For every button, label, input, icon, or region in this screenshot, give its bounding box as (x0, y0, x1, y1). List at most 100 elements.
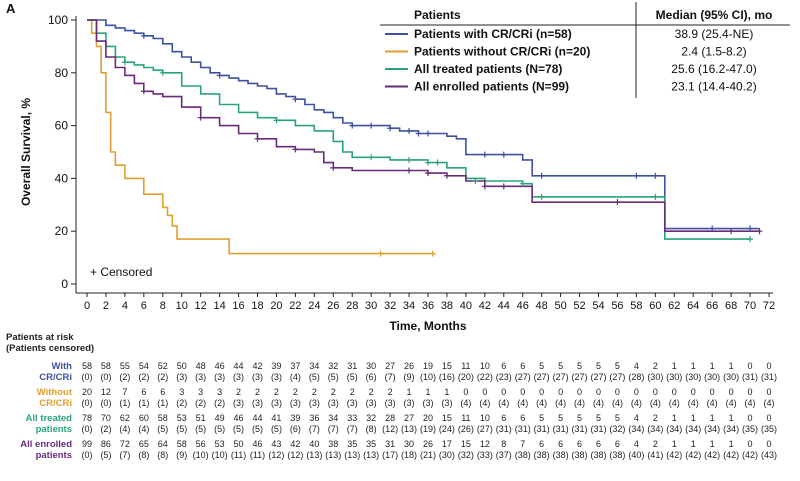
x-tick-label: 34 (403, 300, 415, 312)
censor-mark (292, 96, 299, 103)
censor-mark (519, 180, 526, 187)
x-tick-label: 8 (160, 300, 166, 312)
x-tick-label: 64 (687, 300, 699, 312)
x-tick-label: 54 (592, 300, 604, 312)
censor-mark (415, 130, 422, 137)
x-tick-label: 52 (573, 300, 585, 312)
x-tick-label: 16 (232, 300, 244, 312)
censor-mark (254, 135, 261, 142)
x-tick-label: 12 (195, 300, 207, 312)
x-tick-label: 30 (365, 300, 377, 312)
censor-mark (368, 122, 375, 129)
x-tick-label: 20 (270, 300, 282, 312)
censor-mark (368, 154, 375, 161)
censor-mark (747, 236, 754, 243)
censor-mark (273, 117, 280, 124)
y-tick-label: 40 (55, 171, 69, 185)
legend-header-patients: Patients (414, 8, 461, 22)
x-tick-label: 40 (460, 300, 472, 312)
series-line-3 (87, 19, 751, 240)
censor-mark (500, 183, 507, 190)
x-tick-label: 32 (384, 300, 396, 312)
censor-mark (728, 228, 735, 235)
censor-mark (472, 178, 479, 185)
x-tick-label: 48 (536, 300, 548, 312)
censor-mark (614, 199, 621, 206)
censor-mark (425, 130, 431, 137)
x-tick-label: 66 (706, 300, 718, 312)
y-tick-label: 60 (55, 119, 69, 133)
legend-header-median: Median (95% CI), mo (656, 8, 773, 22)
y-axis-label: Overall Survival, % (19, 98, 33, 206)
x-tick-label: 0 (84, 300, 90, 312)
censor-mark (538, 193, 545, 200)
x-tick-label: 42 (479, 300, 491, 312)
y-tick-label: 20 (55, 224, 69, 238)
x-tick-label: 56 (611, 300, 623, 312)
censor-mark (481, 151, 488, 158)
censor-mark (425, 170, 431, 177)
censor-mark (330, 164, 337, 171)
series-line-2 (87, 19, 433, 255)
censor-mark (377, 250, 384, 257)
x-tick-label: 28 (346, 300, 358, 312)
censor-mark (538, 172, 545, 179)
x-tick-label: 6 (141, 300, 147, 312)
censor-mark (652, 172, 659, 179)
x-tick-label: 72 (763, 300, 775, 312)
x-axis-label: Time, Months (389, 319, 466, 333)
censor-mark (652, 193, 659, 200)
censor-mark (406, 156, 413, 163)
censor-mark (216, 72, 223, 79)
x-tick-label: 38 (441, 300, 453, 312)
censor-mark (140, 32, 147, 39)
legend-rows: Patients with CR/CRi (n=58) 38.9 (25.4-NE… (385, 27, 757, 94)
x-tick-label: 50 (554, 300, 566, 312)
censor-mark (387, 125, 394, 132)
censor-mark (481, 183, 488, 190)
censor-mark (633, 172, 640, 179)
legend-series-name: All enrolled patients (N=99) (414, 80, 569, 94)
censor-mark (197, 114, 204, 121)
series-line-1 (87, 19, 760, 230)
censor-mark (443, 172, 450, 179)
x-tick-label: 68 (725, 300, 737, 312)
x-tick-label: 26 (327, 300, 339, 312)
x-tick-label: 46 (517, 300, 529, 312)
x-tick-label: 36 (422, 300, 434, 312)
censor-mark (756, 228, 763, 235)
axes: 0 2 4 6 8 10 12 14 16 18 20 22 24 26 28 30 32 34 36 38 40 42 4… (48, 13, 775, 312)
censor-mark (121, 59, 128, 66)
x-tick-label: 70 (744, 300, 756, 312)
x-tick-label: 4 (122, 300, 128, 312)
x-tick-label: 62 (668, 300, 680, 312)
censor-marks (121, 32, 763, 257)
censored-note: + Censored (90, 265, 152, 279)
censor-mark (406, 127, 413, 134)
censor-mark (292, 146, 299, 153)
censor-mark (709, 225, 716, 232)
y-tick-label: 80 (55, 66, 69, 80)
censor-mark (747, 225, 754, 232)
legend-series-median: 25.6 (16.2-47.0) (671, 62, 756, 76)
legend: Patients Median (95% CI), mo Patients wi… (380, 2, 790, 98)
legend-series-median: 23.1 (14.4-40.2) (671, 80, 756, 94)
x-tick-label: 14 (213, 300, 225, 312)
y-tick-label: 100 (48, 13, 68, 27)
x-tick-label: 18 (251, 300, 263, 312)
x-tick-label: 10 (176, 300, 188, 312)
censor-mark (425, 159, 431, 166)
x-tick-label: 58 (630, 300, 642, 312)
legend-series-name: Patients with CR/CRi (n=58) (414, 27, 572, 41)
censor-mark (429, 250, 436, 257)
x-tick-label: 2 (103, 300, 109, 312)
legend-series-name: All treated patients (N=78) (414, 62, 562, 76)
x-tick-label: 60 (649, 300, 661, 312)
censor-mark (406, 167, 413, 174)
x-tick-label: 22 (289, 300, 301, 312)
legend-series-median: 2.4 (1.5-8.2) (681, 45, 746, 59)
censor-mark (159, 69, 166, 76)
panel-label: A (6, 1, 16, 16)
legend-series-name: Patients without CR/CRi (n=20) (414, 45, 590, 59)
